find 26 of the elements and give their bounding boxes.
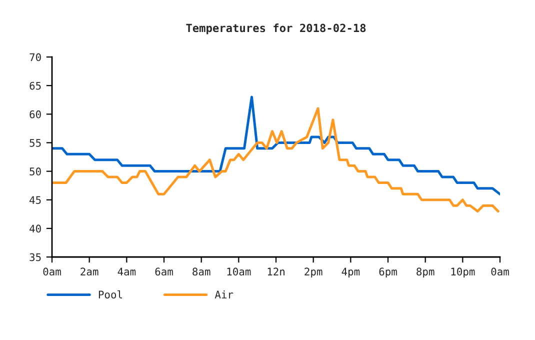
y-tick-label: 35 [30, 253, 41, 262]
x-tick-label: 12n [268, 268, 284, 276]
y-tick-label: 60 [30, 110, 41, 118]
x-tick-label: 8am [192, 268, 210, 276]
y-tick-label: 55 [30, 139, 41, 147]
y-tick-label: 65 [30, 82, 41, 90]
x-tick-label: 8pm [416, 268, 434, 278]
x-tick-label: 4am [118, 268, 136, 276]
x-tick-label: 6pm [379, 268, 397, 278]
x-tick-label: 0am [491, 268, 509, 276]
x-tick-label: 10pm [451, 268, 475, 278]
y-tick-label: 40 [30, 224, 41, 233]
line-series [52, 107, 500, 213]
line-series [52, 96, 500, 196]
x-tick-label: 2am [80, 268, 98, 276]
chart-title: Temperatures for 2018-02-18 [186, 24, 366, 34]
legend-label: Pool [98, 290, 122, 298]
legend-label: Air [214, 290, 234, 298]
x-tick-label: 4pm [342, 268, 360, 278]
y-tick-label: 45 [30, 196, 41, 204]
y-tick-label: 50 [30, 168, 41, 176]
x-tick-label: 0am [43, 268, 61, 276]
y-tick-label: 70 [30, 53, 41, 62]
x-tick-label: 10am [227, 268, 251, 276]
x-tick-label: 6am [155, 268, 173, 276]
x-tick-label: 2pm [304, 268, 322, 278]
